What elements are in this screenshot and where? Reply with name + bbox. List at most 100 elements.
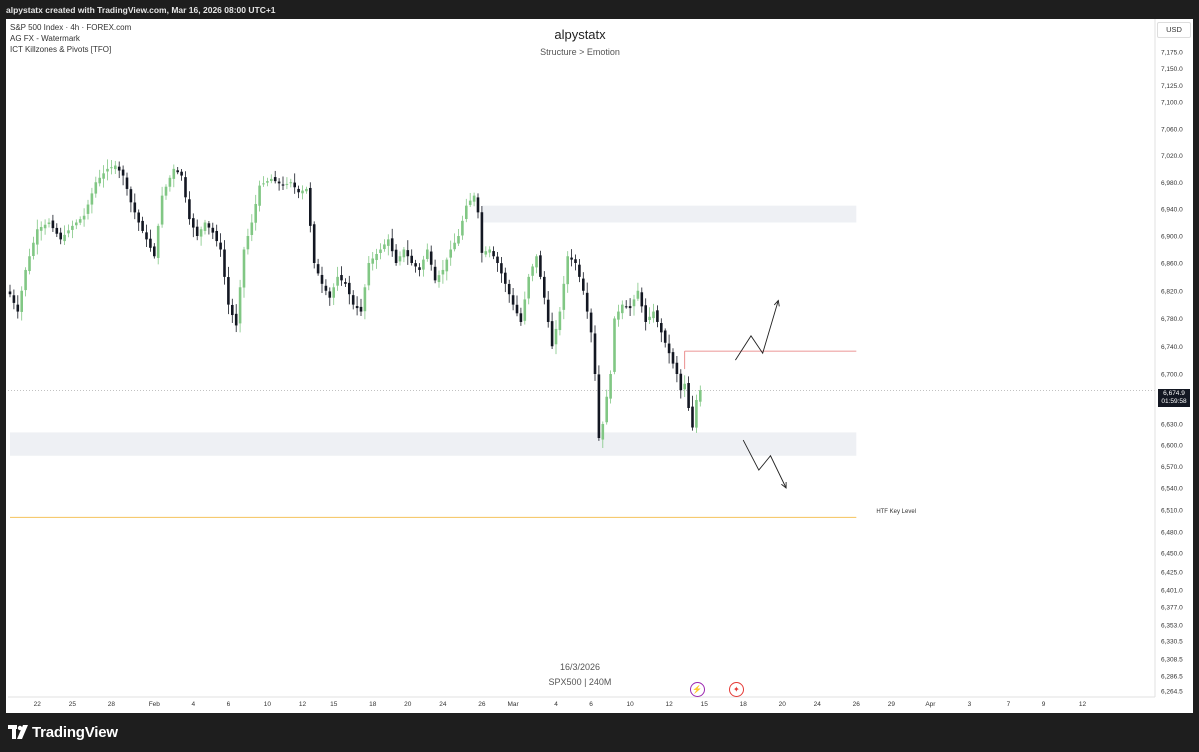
candle-body — [277, 181, 281, 184]
indicator-legend[interactable]: S&P 500 Index · 4h · FOREX.com AG FX - W… — [10, 22, 131, 55]
candle-body — [39, 227, 43, 231]
candle — [324, 279, 328, 296]
candle-body — [539, 255, 542, 277]
candle — [110, 160, 113, 175]
bar-countdown: 01:59:58 — [1161, 398, 1187, 405]
candle — [305, 186, 308, 194]
candle-body — [375, 254, 378, 261]
candle — [106, 159, 109, 181]
candle-body — [398, 256, 402, 262]
candle — [199, 226, 203, 246]
candle — [156, 223, 160, 265]
lightning-event-icon[interactable]: ⚡ — [689, 682, 705, 697]
candle-body — [601, 424, 605, 440]
candle — [656, 305, 659, 328]
candle-body — [102, 173, 105, 179]
candle — [679, 369, 683, 399]
candle-body — [110, 167, 113, 169]
candle — [461, 215, 464, 240]
candle-body — [270, 178, 273, 182]
candle-body — [589, 312, 593, 333]
candle-body — [117, 166, 121, 171]
candle — [8, 284, 12, 298]
candle — [648, 307, 651, 325]
candle-body — [71, 225, 74, 230]
candle-body — [231, 304, 234, 316]
candle-body — [554, 328, 558, 345]
candle — [36, 219, 39, 255]
candle — [258, 180, 261, 212]
candle — [367, 256, 371, 291]
candle — [683, 375, 686, 398]
y-tick-label: 6,570.0 — [1161, 464, 1183, 471]
legend-symbol[interactable]: S&P 500 Index · 4h · FOREX.com — [10, 23, 132, 32]
candle — [515, 295, 519, 317]
candle-body — [359, 306, 363, 312]
candle — [129, 186, 133, 213]
candle-body — [156, 225, 160, 258]
candle — [402, 247, 406, 263]
candle-body — [383, 244, 386, 250]
candle-body — [671, 352, 675, 364]
x-tick-label: Mar — [507, 701, 519, 708]
candle-body — [511, 295, 515, 305]
candle-body — [348, 282, 351, 295]
candle — [254, 194, 257, 231]
candle-body — [609, 374, 612, 399]
candle-body — [82, 215, 86, 220]
candle — [207, 221, 211, 235]
legend-killzones-indicator[interactable]: ICT Killzones & Pivots [TFO] — [10, 45, 112, 54]
candle — [383, 239, 386, 252]
candle-body — [47, 222, 51, 225]
candle — [234, 304, 238, 333]
tradingview-brand: TradingView — [32, 724, 118, 741]
candle-body — [437, 275, 441, 283]
candle — [504, 267, 507, 293]
currency-button[interactable]: USD — [1157, 22, 1191, 38]
candle-body — [168, 177, 172, 187]
candle-body — [160, 195, 164, 225]
candle — [379, 243, 382, 260]
x-tick-label: 20 — [779, 701, 787, 708]
candle — [363, 284, 367, 320]
candle — [539, 250, 542, 280]
candle-body — [340, 275, 343, 281]
candle-body — [441, 269, 445, 275]
candle-body — [211, 227, 215, 233]
candle-body — [632, 299, 636, 307]
candle — [465, 198, 468, 223]
candle-body — [215, 230, 218, 242]
candle — [219, 233, 222, 257]
y-tick-label: 7,150.0 — [1161, 66, 1183, 73]
candle — [348, 275, 351, 305]
candle — [652, 303, 655, 323]
candle — [605, 389, 608, 425]
x-tick-label: 9 — [1042, 701, 1046, 708]
candle — [426, 243, 429, 262]
candle-body — [227, 277, 230, 305]
candle — [59, 227, 62, 245]
x-tick-label: 3 — [968, 701, 972, 708]
candle — [227, 266, 230, 315]
candle-body — [20, 290, 23, 312]
candle — [500, 256, 503, 283]
x-tick-label: Feb — [149, 701, 161, 708]
candle — [277, 178, 281, 191]
candle-body — [597, 374, 601, 438]
legend-watermark-indicator[interactable]: AG FX - Watermark — [10, 34, 80, 43]
candle-body — [578, 264, 581, 277]
candle — [184, 171, 187, 203]
candle-body — [500, 263, 503, 274]
candle-body — [51, 220, 55, 229]
chart-frame[interactable] — [6, 19, 1193, 713]
us-flag-event-icon[interactable]: ✦ — [728, 682, 744, 697]
candle — [457, 228, 460, 247]
candle — [359, 298, 363, 316]
candle — [488, 246, 491, 258]
candle — [180, 169, 183, 181]
candle-body — [496, 256, 499, 263]
candle — [75, 219, 78, 230]
candle — [39, 221, 43, 241]
candle — [414, 259, 417, 273]
